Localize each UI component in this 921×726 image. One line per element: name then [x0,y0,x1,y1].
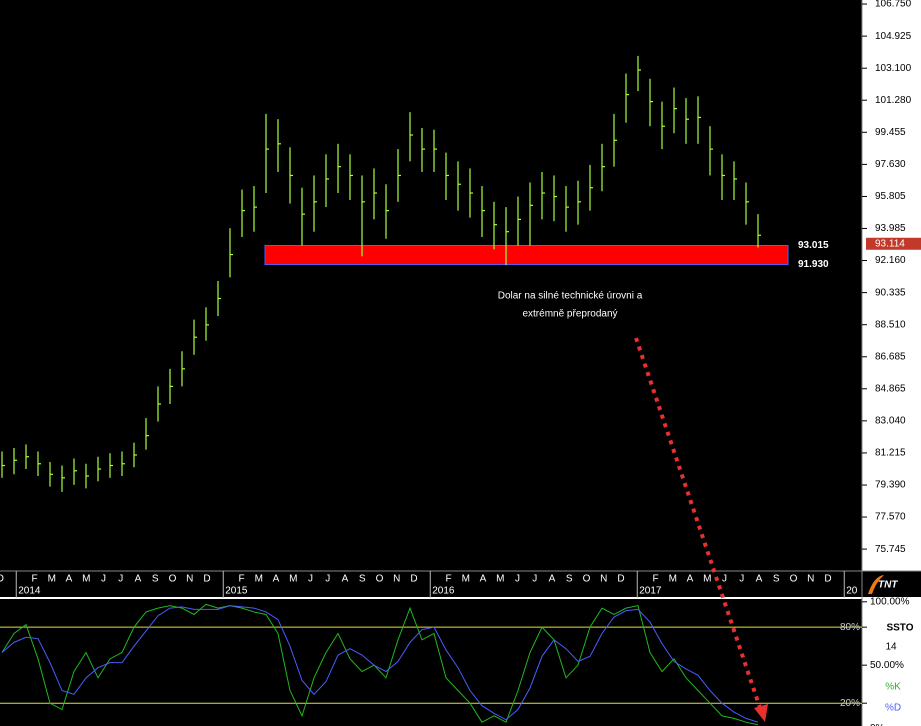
x-tick-label: A [549,574,556,585]
y-tick-label: 81.215 [875,448,906,459]
x-tick-label: D [203,574,210,585]
x-tick-label: M [703,574,711,585]
x-tick-label: F [238,574,244,585]
y-tick-label: 104.925 [875,31,912,42]
x-tick-label: D [824,574,831,585]
x-tick-label: O [169,574,177,585]
x-tick-label: M [48,574,56,585]
x-tick-label: M [255,574,263,585]
x-tick-label: N [807,574,814,585]
x-tick-label: F [445,574,451,585]
x-tick-label: O [790,574,798,585]
x-tick-label: S [773,574,780,585]
stoch-axis-panel [862,598,921,726]
y-tick-label: 77.570 [875,512,906,523]
x-tick-label: J [101,574,106,585]
logo-text: TNT [878,580,898,591]
y-tick-label: 93.985 [875,223,906,234]
support-zone [264,245,789,266]
y-tick-label: 97.630 [875,159,906,170]
last-price-box [866,237,921,250]
y-tick-label: 79.390 [875,480,906,491]
y-tick-label: 88.510 [875,319,906,330]
y-tick-label: 106.750 [875,0,912,10]
y-tick-label: 99.455 [875,127,906,138]
x-tick-label: M [496,574,504,585]
x-tick-label: J [308,574,313,585]
y-tick-label: 103.100 [875,63,912,74]
x-tick-label: S [566,574,573,585]
x-tick-label: O [376,574,384,585]
x-tick-label: N [393,574,400,585]
year-label: 2017 [639,586,662,597]
stoch-line [1,603,759,726]
price-axis-panel [862,0,921,571]
x-tick-label: A [135,574,142,585]
year-label: 2016 [432,586,455,597]
annotation: Dolar na silné technické úrovni a [498,291,643,302]
x-tick-label: J [325,574,330,585]
stoch-line [1,605,759,723]
x-tick-label: A [342,574,349,585]
x-tick-label: A [66,574,73,585]
x-tick-label: N [186,574,193,585]
y-tick-label: 86.685 [875,351,906,362]
last-price-label: 93.114 [875,238,905,249]
x-tick-label: J [722,574,727,585]
y-tick-label: 92.160 [875,255,906,266]
y-tick-label: 50.00% [870,660,904,671]
y-tick-label: 101.280 [875,95,912,106]
x-tick-label: D [410,574,417,585]
x-tick-label: S [152,574,159,585]
x-tick-label: S [359,574,366,585]
x-tick-label: J [515,574,520,585]
level-label: 80% [840,622,860,633]
y-tick-label: 95.805 [875,191,906,202]
indicator-name: SSTO [886,623,913,634]
x-tick-label: F [652,574,658,585]
x-tick-label: A [756,574,763,585]
annotation: extrémně přeprodaný [522,309,617,320]
y-tick-label: 100.00% [870,596,910,607]
x-tick-label: J [532,574,537,585]
logo-swoosh [868,575,884,594]
year-label: 2014 [18,586,41,597]
x-tick-label: M [289,574,297,585]
x-tick-label: M [462,574,470,585]
x-tick-label: N [600,574,607,585]
x-tick-label: F [31,574,37,585]
indicator-period: 14 [885,642,897,653]
y-tick-label: 84.865 [875,383,906,394]
x-tick-label: D [617,574,624,585]
x-tick-label: A [480,574,487,585]
arrow-line [634,337,762,709]
y-tick-label: 83.040 [875,416,906,427]
zone-label: 93.015 [798,240,829,251]
x-tick-label: J [739,574,744,585]
logo: TNT [864,573,921,597]
zone-label: 91.930 [798,259,829,270]
x-tick-label: A [273,574,280,585]
x-tick-label: O [0,574,4,585]
x-tick-label: M [669,574,677,585]
level-label: 20% [840,698,860,709]
year-label: 2015 [225,586,248,597]
year-label: 20 [846,586,858,597]
y-tick-label: 75.745 [875,544,906,555]
legend-label: %D [885,703,901,714]
y-tick-label: 0% [870,723,885,726]
legend-label: %K [885,682,901,693]
x-tick-label: A [687,574,694,585]
arrow-head [754,704,768,722]
y-tick-label: 90.335 [875,287,906,298]
x-tick-label: J [118,574,123,585]
x-tick-label: O [583,574,591,585]
x-tick-label: M [82,574,90,585]
